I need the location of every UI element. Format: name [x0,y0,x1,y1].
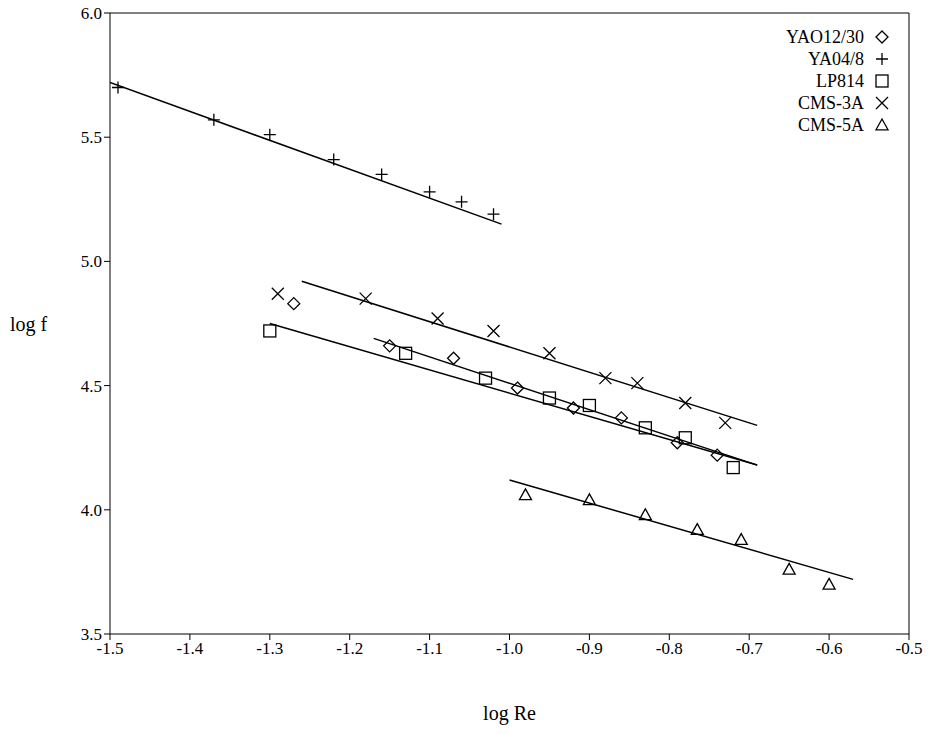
html-text:CMS-3A: CMS-3A [798,92,864,113]
svg-text:4.5: 4.5 [81,377,102,396]
svg-text:-1.3: -1.3 [256,639,283,658]
svg-text:-1.1: -1.1 [416,639,443,658]
svg-text:-0.8: -0.8 [656,639,683,658]
html-text:CMS-5A: CMS-5A [798,114,864,135]
svg-text:-1.5: -1.5 [96,639,124,659]
html-text:YA04/8: YA04/8 [808,48,864,69]
html-text:YAO12/30: YAO12/30 [786,26,864,47]
svg-text:-0.7: -0.7 [736,639,763,658]
svg-text:3.5: 3.5 [81,625,102,644]
svg-text:-1.2: -1.2 [336,639,363,658]
svg-text:-0.6: -0.6 [816,639,843,658]
svg-text:5.5: 5.5 [81,128,102,147]
html-text:LP814: LP814 [816,70,864,91]
svg-text:-1.0: -1.0 [496,639,523,658]
svg-text:5.0: 5.0 [81,252,102,271]
svg-text:6.0: 6.0 [81,4,102,23]
svg-text:-0.9: -0.9 [576,639,603,658]
svg-text:-1.4: -1.4 [176,639,203,658]
svg-text:log Re: log Re [483,702,536,725]
svg-text:-0.5: -0.5 [896,639,923,658]
svg-text:4.0: 4.0 [81,501,102,520]
svg-text:log f: log f [10,313,48,336]
